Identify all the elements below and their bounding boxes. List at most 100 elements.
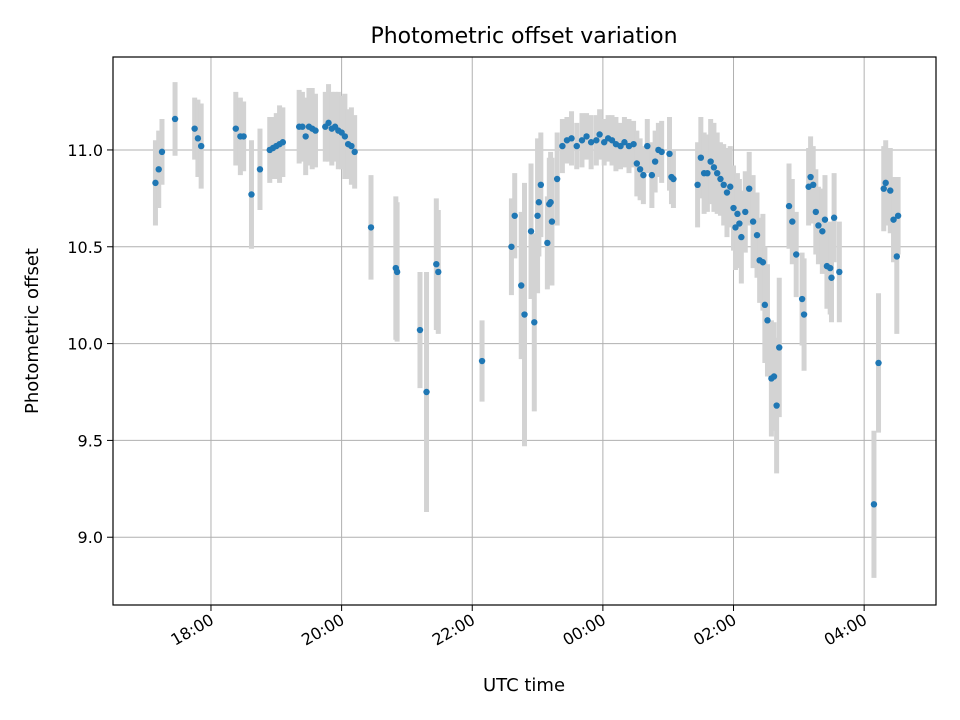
data-point [600, 139, 608, 146]
data-point [810, 181, 817, 189]
data-point [644, 142, 651, 150]
data-point [640, 171, 647, 179]
data-point [416, 326, 424, 334]
data-point [633, 160, 641, 167]
y-axis: 9.0 9.5 10.0 10.5 11.0 [67, 141, 113, 547]
data-point [717, 175, 724, 183]
data-point [511, 212, 518, 219]
data-point [348, 142, 355, 150]
data-point [789, 218, 796, 225]
data-point [521, 311, 528, 318]
data-point [478, 357, 486, 365]
data-point [807, 173, 814, 181]
data-point [194, 135, 202, 142]
data-point [433, 260, 440, 268]
data-point [773, 402, 780, 409]
x-tick-label: 22:00 [429, 610, 478, 650]
data-point [593, 137, 600, 144]
data-point [548, 218, 556, 225]
data-point [776, 344, 783, 351]
x-tick-label: 18:00 [168, 610, 217, 650]
data-point [697, 154, 705, 161]
data-point [651, 158, 659, 165]
y-tick-label: 11.0 [67, 141, 103, 160]
data-point [191, 125, 198, 132]
data-point [367, 224, 375, 231]
data-point [894, 212, 902, 219]
data-point [608, 137, 616, 144]
data-point [621, 139, 628, 146]
data-point [596, 131, 603, 138]
data-point [256, 166, 264, 173]
data-point [240, 133, 247, 140]
data-point [302, 133, 309, 140]
data-point [723, 189, 731, 196]
data-point [531, 319, 538, 326]
y-axis-label: Photometric offset [22, 248, 43, 414]
data-point [630, 140, 637, 148]
data-point [393, 268, 401, 276]
data-point [155, 166, 162, 173]
data-point [819, 228, 826, 235]
data-point [279, 139, 287, 146]
data-point [547, 199, 554, 206]
data-point [798, 295, 806, 303]
y-tick-label: 9.5 [78, 431, 103, 450]
data-point [759, 259, 767, 266]
y-tick-label: 9.0 [78, 528, 103, 547]
data-point [617, 142, 624, 150]
data-point [508, 243, 515, 250]
y-tick-label: 10.5 [67, 238, 103, 257]
data-point [152, 179, 159, 187]
data-point [704, 169, 711, 177]
data-point [578, 137, 586, 144]
y-tick-label: 10.0 [67, 335, 103, 354]
data-point [694, 181, 701, 189]
data-point [800, 311, 808, 318]
data-point [793, 251, 800, 258]
data-point [875, 359, 882, 367]
data-point [785, 202, 793, 210]
data-point [527, 228, 535, 235]
data-point [341, 133, 349, 140]
data-point [812, 208, 820, 216]
data-point [587, 139, 595, 146]
data-point [830, 214, 838, 221]
data-point [325, 119, 332, 127]
data-point [299, 123, 306, 130]
data-point [828, 274, 835, 281]
data-point [658, 148, 665, 156]
data-point [534, 212, 541, 219]
data-point [880, 185, 887, 192]
data-point [518, 282, 525, 289]
data-points [152, 115, 902, 508]
data-point [761, 301, 769, 309]
data-point [648, 171, 656, 179]
data-point [248, 191, 255, 198]
data-point [764, 317, 771, 324]
data-point [666, 150, 673, 158]
data-point [826, 264, 834, 272]
data-point [197, 142, 205, 150]
data-point [553, 175, 561, 183]
data-point [537, 181, 545, 189]
data-point [670, 175, 677, 183]
x-tick-label: 00:00 [559, 610, 608, 650]
data-point [745, 185, 753, 192]
data-point [568, 135, 575, 142]
data-point [730, 204, 737, 212]
error-bars [152, 82, 901, 578]
x-tick-label: 04:00 [821, 610, 870, 650]
data-point [770, 373, 778, 380]
chart-title: Photometric offset variation [370, 24, 677, 49]
data-point [713, 169, 721, 177]
data-point [573, 142, 580, 150]
data-point [753, 231, 761, 239]
data-point [171, 115, 179, 123]
data-point [423, 388, 430, 396]
data-point [559, 142, 566, 150]
data-point [636, 166, 644, 173]
data-point [749, 218, 757, 225]
data-point [232, 125, 239, 132]
data-point [583, 133, 590, 140]
